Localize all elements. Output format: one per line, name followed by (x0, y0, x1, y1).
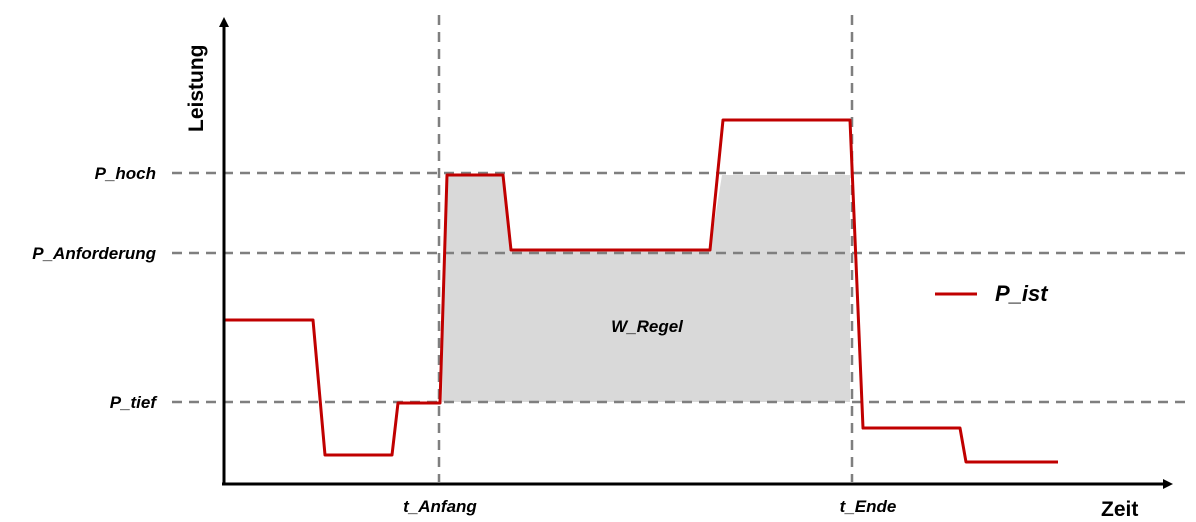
p-tief-label: P_tief (110, 393, 159, 412)
w-regel-label: W_Regel (611, 317, 684, 336)
t-ende-label: t_Ende (840, 497, 897, 516)
p-ist-series-line (224, 118, 1058, 464)
p-hoch-label: P_hoch (95, 164, 156, 183)
x-axis-label: Zeit (1101, 498, 1138, 521)
y-axis-label: Leistung (185, 45, 208, 133)
p-anforderung-label: P_Anforderung (32, 244, 156, 263)
t-anfang-label: t_Anfang (403, 497, 477, 516)
w-regel-area (442, 175, 850, 402)
legend-label: P_ist (995, 281, 1049, 306)
